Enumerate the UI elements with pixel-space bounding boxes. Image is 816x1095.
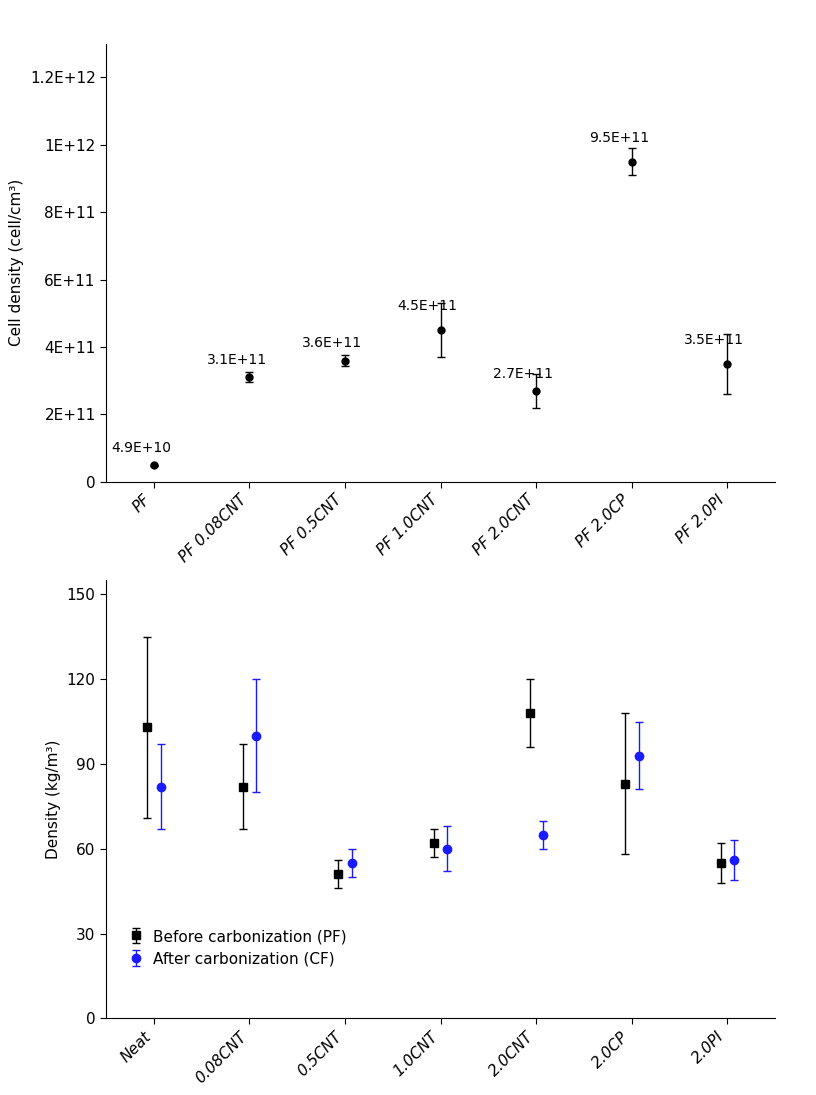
Text: 9.5E+11: 9.5E+11 <box>589 131 649 145</box>
Text: 3.1E+11: 3.1E+11 <box>206 354 267 367</box>
Y-axis label: Density (kg/m³): Density (kg/m³) <box>47 739 61 860</box>
Text: 3.5E+11: 3.5E+11 <box>685 333 744 347</box>
Text: (a): (a) <box>429 613 452 631</box>
Text: 4.9E+10: 4.9E+10 <box>111 441 171 456</box>
Text: 3.6E+11: 3.6E+11 <box>302 336 362 350</box>
Y-axis label: Cell density (cell/cm³): Cell density (cell/cm³) <box>9 180 24 346</box>
Legend: Before carbonization (PF), After carbonization (CF): Before carbonization (PF), After carboni… <box>127 930 347 967</box>
Text: 4.5E+11: 4.5E+11 <box>397 299 458 313</box>
Text: 2.7E+11: 2.7E+11 <box>493 367 553 381</box>
